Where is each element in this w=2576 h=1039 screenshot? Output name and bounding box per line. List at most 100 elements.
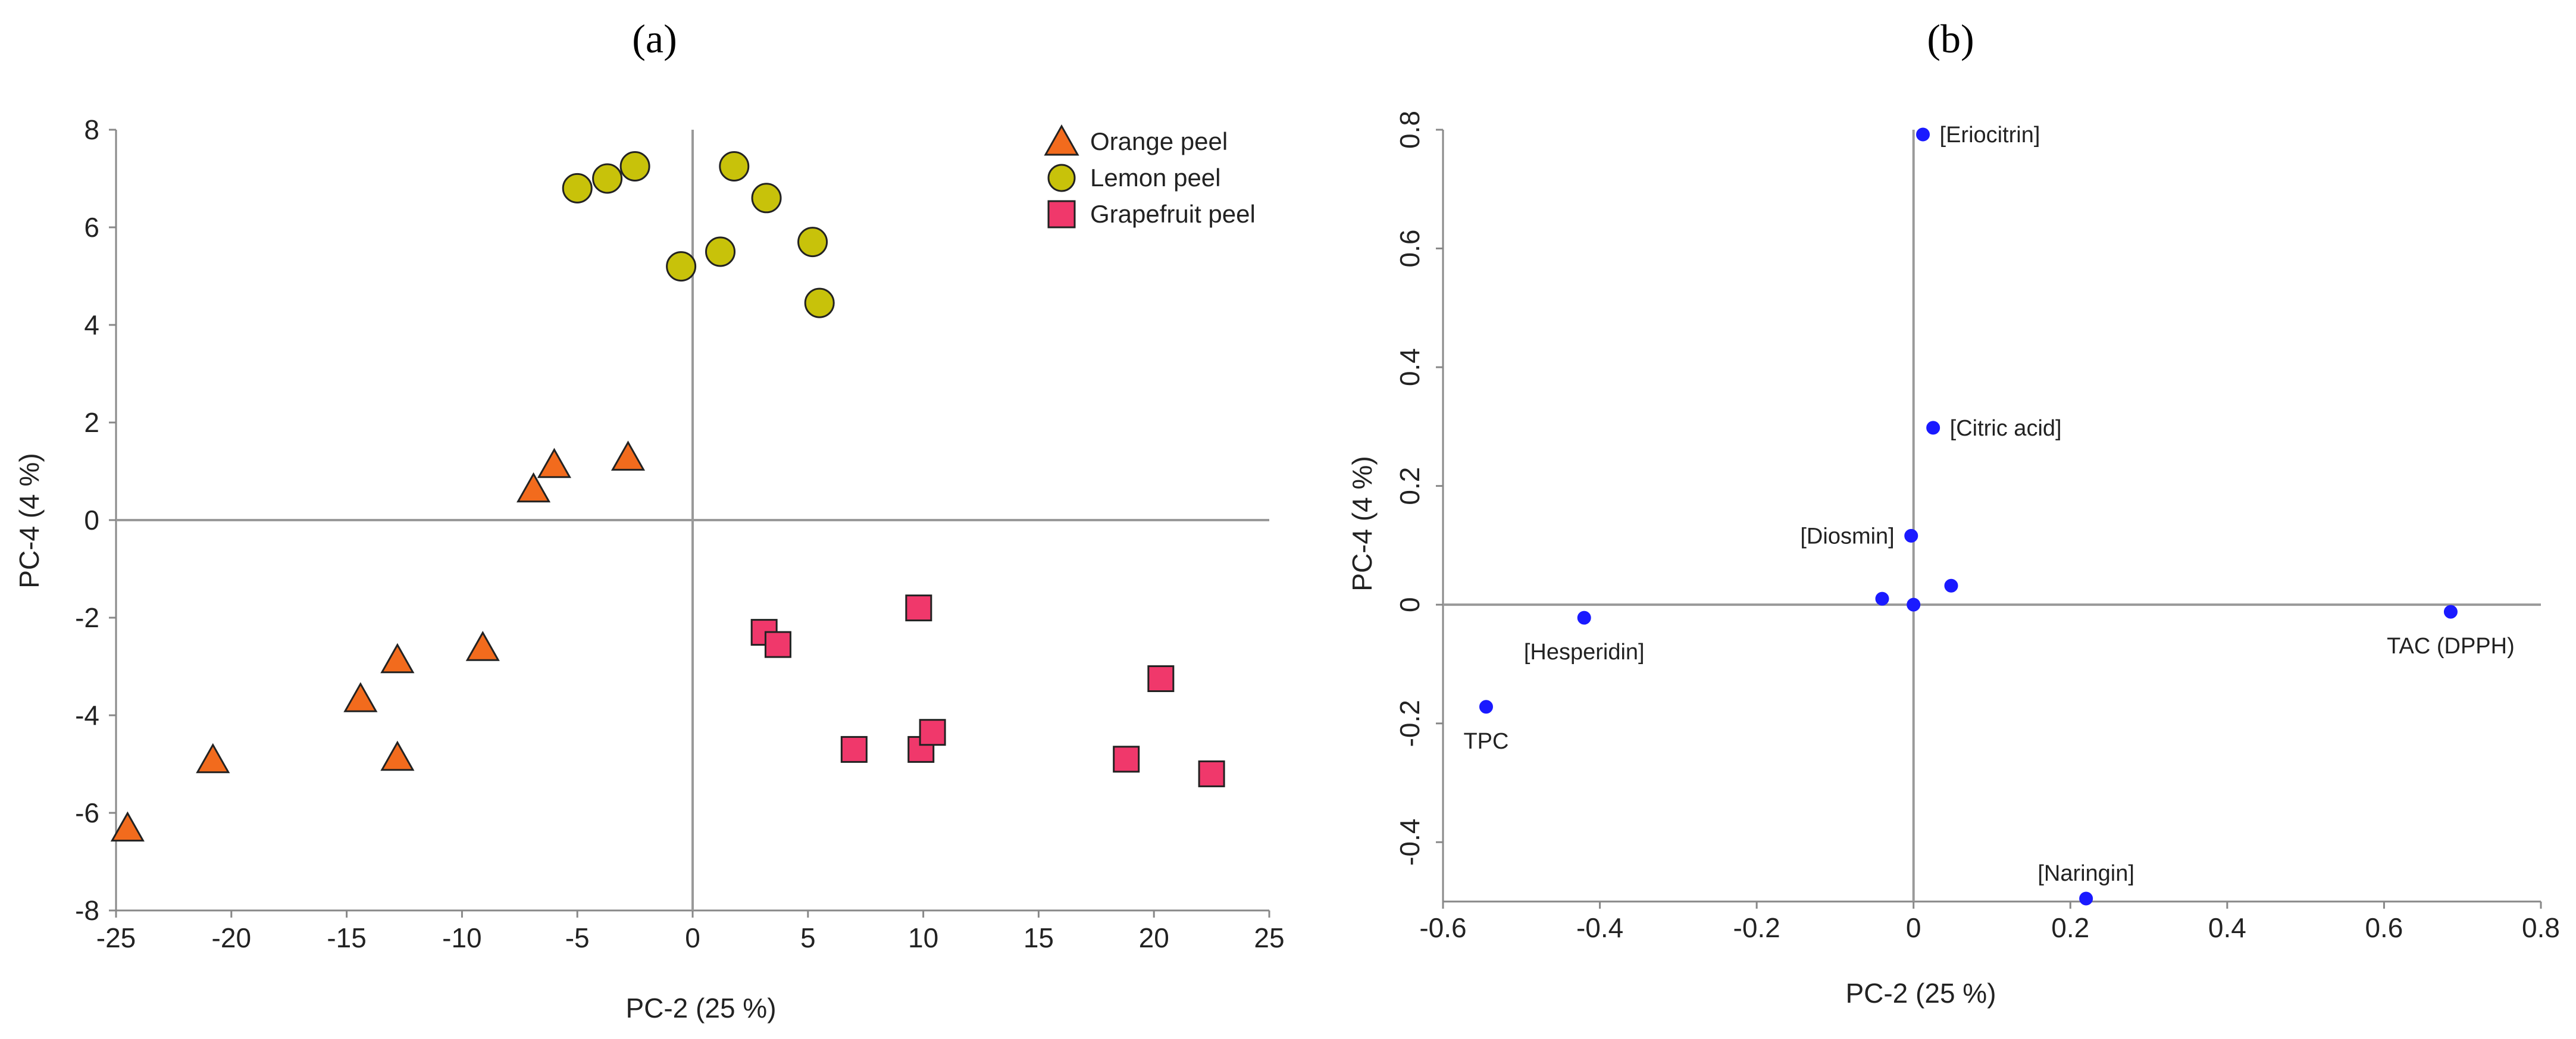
- point-orange-peel: [110, 811, 145, 842]
- y-tick-label: 0.2: [1394, 467, 1425, 505]
- label-tpc: TPC: [1463, 729, 1508, 754]
- x-tick-label: -15: [327, 922, 366, 953]
- point-lemon-peel: [719, 151, 750, 181]
- panel-b-y-axis-title: PC-4 (4 %): [1347, 456, 1378, 591]
- legend-item-grapefruit-peel: Grapefruit peel: [1047, 200, 1256, 229]
- y-tick-label: 0: [1394, 597, 1425, 612]
- panel-a-data-points: [110, 151, 1225, 842]
- legend-label-orange-peel: Orange peel: [1090, 127, 1228, 155]
- point-grapefruit-peel: [1198, 760, 1225, 787]
- y-tick-label: -0.4: [1394, 819, 1425, 866]
- panel-a-pca-scores-plot: (a) -25 -20 -15 -10 -5 0 5 10 15 20 25-8-6-4-20246…: [14, 16, 1285, 1024]
- point-grapefruit-peel: [905, 594, 932, 622]
- panel-b-point-labels: [Eriocitrin] [Citric acid] [Diosmin] [Hespe…: [1463, 123, 2514, 886]
- panel-a-label: (a): [632, 16, 677, 61]
- x-tick-label: 10: [908, 922, 938, 953]
- y-tick-label: 0: [84, 505, 99, 536]
- point-orange-peel: [380, 643, 415, 674]
- panel-b-axes: [1436, 129, 2542, 909]
- label-citric-acid: [Citric acid]: [1950, 416, 2062, 441]
- point-orange-peel: [343, 682, 378, 712]
- legend-square-marker: [1047, 200, 1076, 229]
- x-tick-label: 0.8: [2522, 912, 2560, 943]
- panel-a-x-axis-title: PC-2 (25 %): [625, 993, 776, 1024]
- x-tick-label: 25: [1254, 922, 1284, 953]
- y-tick-label: -4: [75, 700, 99, 731]
- x-tick-label: -0.4: [1576, 912, 1623, 943]
- label-eriocitrin: [Eriocitrin]: [1940, 123, 2040, 148]
- x-tick-label: -20: [212, 922, 251, 953]
- y-tick-label: -8: [75, 895, 99, 926]
- label-hesperidin: [Hesperidin]: [1524, 640, 1645, 665]
- point-grapefruit-peel: [764, 631, 791, 658]
- y-tick-label: -6: [75, 797, 99, 828]
- point-orange-peel: [196, 743, 230, 774]
- x-tick-label: -0.6: [1419, 912, 1466, 943]
- point-lemon-peel: [562, 173, 593, 204]
- point-eriocitrin: [1916, 127, 1930, 142]
- x-tick-label: 0.2: [2051, 912, 2089, 943]
- point-grapefruit-peel: [919, 719, 946, 746]
- panel-a-y-axis-title: PC-4 (4 %): [14, 453, 45, 588]
- point-diosmin: [1904, 528, 1918, 543]
- point-orange-peel: [537, 447, 572, 478]
- point-tpc: [1479, 700, 1493, 714]
- point-orange-peel: [611, 440, 646, 471]
- y-tick-label: 6: [84, 212, 99, 243]
- point-lemon-peel: [751, 183, 782, 214]
- point-hesperidin: [1577, 611, 1591, 625]
- y-tick-label: 8: [84, 114, 99, 145]
- label-diosmin: [Diosmin]: [1800, 524, 1894, 549]
- point-lemon-peel: [797, 227, 828, 258]
- point-orange-peel: [465, 631, 500, 661]
- point-unlabeled: [1944, 578, 1958, 593]
- legend-item-lemon-peel: Lemon peel: [1047, 164, 1221, 192]
- x-tick-label: 0.6: [2365, 912, 2403, 943]
- y-tick-label: 0.8: [1394, 111, 1425, 149]
- y-tick-label: 0.4: [1394, 348, 1425, 386]
- legend-triangle-marker: [1044, 124, 1079, 156]
- legend-item-orange-peel: Orange peel: [1044, 124, 1228, 156]
- y-tick-label: 2: [84, 407, 99, 438]
- point-lemon-peel: [592, 163, 623, 194]
- y-tick-label: 4: [84, 309, 99, 340]
- point-orange-peel: [516, 472, 551, 503]
- panel-a-legend: Orange peel Lemon peel Grapefruit peel: [1044, 124, 1256, 229]
- point-citric-acid: [1926, 421, 1940, 435]
- point-lemon-peel: [619, 151, 650, 181]
- label-tac-dpph: TAC (DPPH): [2387, 634, 2515, 659]
- x-tick-label: 0: [1906, 912, 1921, 943]
- x-tick-label: 5: [800, 922, 816, 953]
- point-unlabeled: [1907, 597, 1921, 612]
- point-lemon-peel: [666, 251, 697, 282]
- x-tick-label: 15: [1023, 922, 1054, 953]
- y-tick-label: 0.6: [1394, 230, 1425, 268]
- legend-label-grapefruit-peel: Grapefruit peel: [1090, 200, 1256, 228]
- panel-a-axes: [109, 129, 1270, 918]
- point-grapefruit-peel: [1147, 665, 1175, 692]
- panel-b-data-points: [1479, 127, 2458, 906]
- x-tick-label: -10: [442, 922, 481, 953]
- panel-b-label: (b): [1927, 16, 1974, 61]
- x-tick-label: 0: [685, 922, 700, 953]
- x-tick-label: -0.2: [1733, 912, 1780, 943]
- x-tick-label: 0.4: [2208, 912, 2246, 943]
- point-grapefruit-peel: [840, 736, 868, 763]
- y-tick-label: -0.2: [1394, 700, 1425, 747]
- panel-b-tick-labels: -0.6 -0.4 -0.2 0 0.2 0.4 0.6 0.8 -0.4 -0.2 0 0.2 0.4…: [1394, 111, 2560, 943]
- point-lemon-peel: [705, 236, 736, 267]
- point-orange-peel: [380, 740, 415, 771]
- x-tick-label: 20: [1139, 922, 1169, 953]
- y-tick-label: -2: [75, 602, 99, 633]
- point-naringin: [2079, 891, 2093, 906]
- point-tac-dpph: [2443, 605, 2458, 619]
- x-tick-label: -25: [96, 922, 136, 953]
- legend-circle-marker: [1047, 164, 1076, 192]
- label-naringin: [Naringin]: [2037, 861, 2134, 886]
- legend-label-lemon-peel: Lemon peel: [1090, 164, 1221, 192]
- x-tick-label: -5: [565, 922, 590, 953]
- panel-b-x-axis-title: PC-2 (25 %): [1845, 978, 1996, 1009]
- point-lemon-peel: [804, 287, 835, 318]
